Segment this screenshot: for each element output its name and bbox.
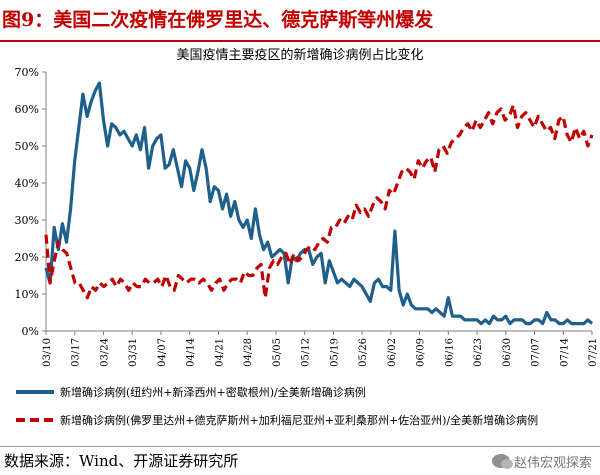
x-tick-label: 05/19 xyxy=(329,338,340,367)
y-tick-label: 50% xyxy=(15,140,39,153)
y-tick-label: 70% xyxy=(15,66,39,79)
y-tick-label: 60% xyxy=(15,103,39,116)
x-tick-label: 04/14 xyxy=(186,338,197,367)
legend-item-red: 新增确诊病例(佛罗里达州+德克萨斯州+加利福尼亚州+亚利桑那州+佐治亚州)/全美… xyxy=(16,411,538,429)
title-rule xyxy=(0,40,600,42)
x-tick-label: 04/28 xyxy=(243,338,254,367)
legend-label-red: 新增确诊病例(佛罗里达州+德克萨斯州+加利福尼亚州+亚利桑那州+佐治亚州)/全美… xyxy=(60,414,539,427)
y-tick-label: 40% xyxy=(15,177,39,190)
legend-item-blue: 新增确诊病例(纽约州+新泽西州+密歇根州)/全美新增确诊病例 xyxy=(16,383,366,401)
x-tick-label: 07/14 xyxy=(559,338,570,367)
legend-label-blue: 新增确诊病例(纽约州+新泽西州+密歇根州)/全美新增确诊病例 xyxy=(60,386,366,399)
x-tick-label: 05/12 xyxy=(301,338,312,367)
x-tick-label: 03/10 xyxy=(42,338,53,367)
x-tick-label: 03/17 xyxy=(71,338,82,367)
watermark-text: 赵伟宏观探索 xyxy=(513,455,592,471)
x-tick-label: 06/30 xyxy=(502,338,513,367)
footer-rule xyxy=(0,446,600,447)
y-tick-label: 30% xyxy=(15,214,39,227)
x-tick-label: 04/21 xyxy=(214,338,225,367)
x-tick-label: 03/24 xyxy=(99,338,110,367)
series-line-blue xyxy=(44,81,594,326)
x-tick-label: 04/07 xyxy=(157,338,168,367)
y-tick-label: 20% xyxy=(15,251,39,264)
x-tick-label: 03/31 xyxy=(128,338,139,367)
watermark: 赵伟宏观探索 xyxy=(491,450,592,472)
figure-title: 图9：美国二次疫情在佛罗里达、德克萨斯等州爆发 xyxy=(2,9,434,31)
x-tick-label: 07/21 xyxy=(588,338,599,367)
y-tick-label: 10% xyxy=(15,288,39,301)
y-tick-label: 0% xyxy=(22,325,39,338)
legend-swatch-solid xyxy=(16,390,54,394)
legend-swatch-dashed xyxy=(16,418,54,422)
data-source: 数据来源：Wind、开源证券研究所 xyxy=(4,452,239,470)
wechat-icon xyxy=(491,454,513,469)
x-tick-label: 06/02 xyxy=(387,338,398,367)
x-tick-label: 06/23 xyxy=(473,338,484,367)
x-tick-label: 05/26 xyxy=(358,338,369,367)
x-tick-label: 05/05 xyxy=(272,338,283,367)
x-tick-label: 06/16 xyxy=(444,338,455,367)
chart-title: 美国疫情主要疫区的新增确诊病例占比变化 xyxy=(176,48,424,63)
x-tick-label: 06/09 xyxy=(416,338,427,367)
series-line-red xyxy=(44,103,594,300)
x-tick-label: 07/07 xyxy=(531,338,542,367)
